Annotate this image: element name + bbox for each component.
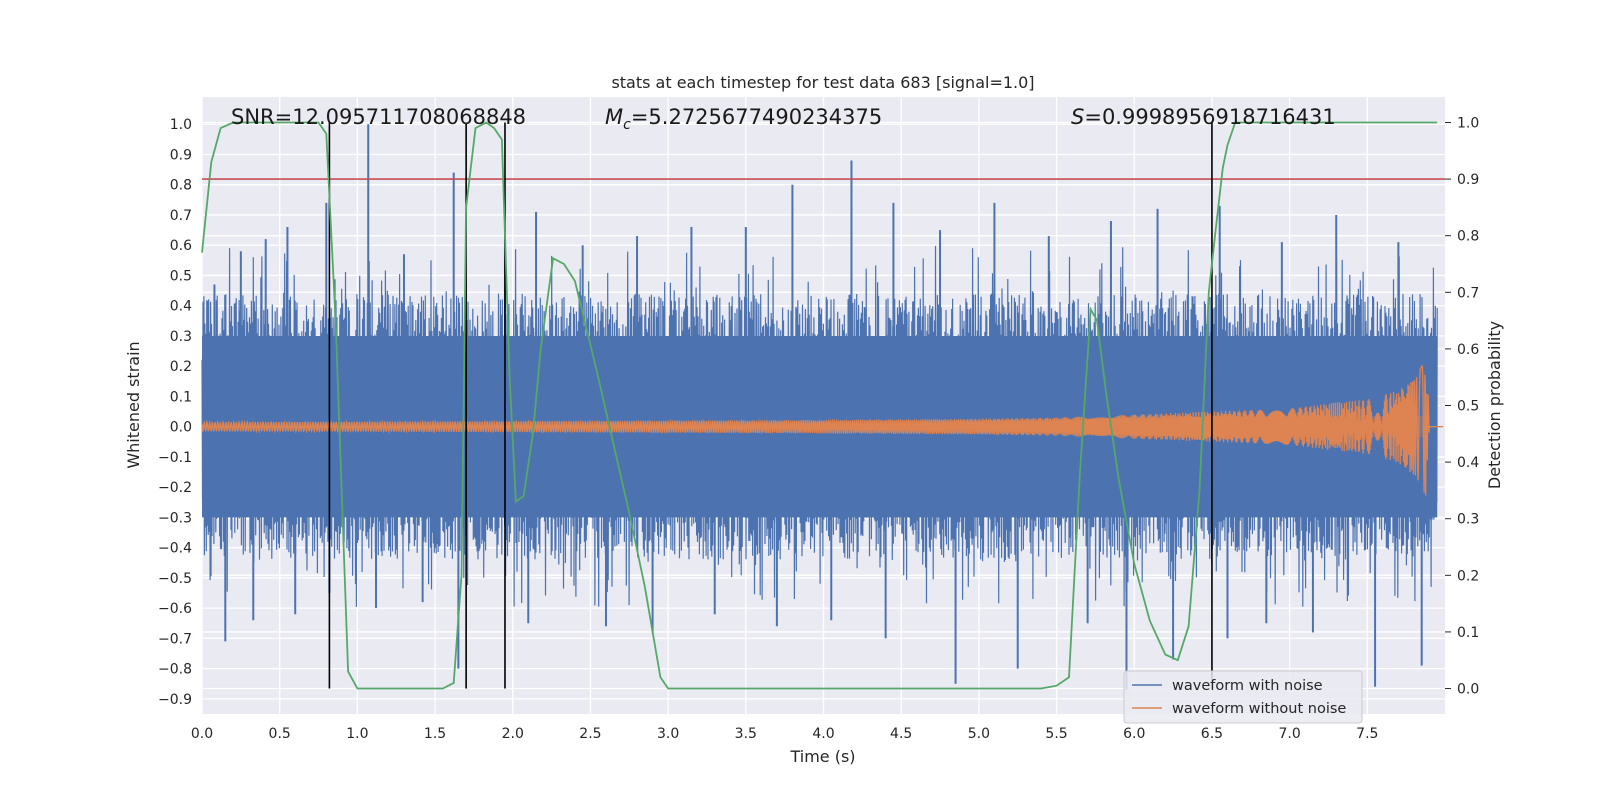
y2-tick-label: 0.0 bbox=[1457, 682, 1479, 698]
chirp-mass-annotation: Mc=5.2725677490234375 bbox=[605, 105, 882, 133]
y2-tick-label: 0.6 bbox=[1457, 342, 1479, 358]
chirp-mass-symbol: M bbox=[605, 105, 623, 129]
x-tick-label: 2.5 bbox=[579, 726, 601, 742]
y-tick-label: −0.9 bbox=[158, 692, 192, 708]
x-tick-label: 6.0 bbox=[1123, 726, 1145, 742]
y2-tick-label: 0.5 bbox=[1457, 399, 1479, 415]
x-tick-label: 2.0 bbox=[502, 726, 524, 742]
y-tick-label: −0.3 bbox=[158, 510, 192, 526]
x-tick-label: 3.5 bbox=[735, 726, 757, 742]
legend-label-clean: waveform without noise bbox=[1172, 701, 1346, 717]
y2-tick-label: 0.2 bbox=[1457, 568, 1479, 584]
y-tick-label: 0.5 bbox=[170, 268, 192, 284]
y-axis-ticks: 1.0 0.9 0.8 0.7 0.6 0.5 0.4 0.3 0.2 0.1 0.0 −0.1 −0.… bbox=[158, 117, 192, 708]
y2-tick-label: 0.9 bbox=[1457, 172, 1479, 188]
y-tick-label: 0.9 bbox=[170, 147, 192, 163]
snr-annotation: SNR=12.095711708068848 bbox=[231, 105, 526, 129]
y-tick-label: −0.6 bbox=[158, 601, 192, 617]
x-tick-label: 4.0 bbox=[812, 726, 834, 742]
x-tick-label: 7.5 bbox=[1356, 726, 1378, 742]
y-tick-label: 0.4 bbox=[170, 299, 192, 315]
x-tick-label: 5.5 bbox=[1045, 726, 1067, 742]
x-axis-ticks: 0.0 0.5 1.0 1.5 2.0 2.5 3.0 3.5 4.0 4.5 5.0 5.5 6.0 6… bbox=[191, 726, 1379, 742]
x-tick-label: 5.0 bbox=[968, 726, 990, 742]
legend-box bbox=[1123, 670, 1363, 724]
y2-tick-label: 0.1 bbox=[1457, 625, 1479, 641]
score-symbol: S bbox=[1071, 105, 1084, 129]
y-tick-label: −0.8 bbox=[158, 662, 192, 678]
y-tick-label: −0.7 bbox=[158, 631, 192, 647]
y2-tick-label: 1.0 bbox=[1457, 115, 1479, 131]
y-tick-label: 0.6 bbox=[170, 238, 192, 254]
x-tick-label: 6.5 bbox=[1201, 726, 1223, 742]
x-tick-label: 0.5 bbox=[269, 726, 291, 742]
y-tick-label: 1.0 bbox=[170, 117, 192, 133]
y-axis-label: Whitened strain bbox=[124, 341, 143, 468]
y-tick-label: −0.1 bbox=[158, 450, 192, 466]
detection-probability-line bbox=[201, 121, 1438, 690]
y2-axis-label: Detection probability bbox=[1485, 321, 1504, 489]
x-tick-label: 1.5 bbox=[424, 726, 446, 742]
y-tick-label: −0.5 bbox=[158, 571, 192, 587]
y-tick-label: 0.1 bbox=[170, 389, 192, 405]
y-tick-label: 0.0 bbox=[170, 420, 192, 436]
x-tick-label: 0.0 bbox=[191, 726, 213, 742]
y-tick-label: 0.2 bbox=[170, 359, 192, 375]
chirp-mass-value: =5.2725677490234375 bbox=[631, 105, 882, 129]
y2-tick-label: 0.3 bbox=[1457, 512, 1479, 528]
y-tick-label: −0.2 bbox=[158, 480, 192, 496]
series-detection-probability bbox=[201, 121, 1438, 690]
x-tick-label: 3.0 bbox=[657, 726, 679, 742]
y2-tick-label: 0.8 bbox=[1457, 229, 1479, 245]
chirp-mass-subscript: c bbox=[623, 117, 631, 133]
y2-tick-label: 0.4 bbox=[1457, 455, 1479, 471]
chart-title: stats at each timestep for test data 683… bbox=[611, 73, 1034, 92]
x-tick-label: 4.5 bbox=[890, 726, 912, 742]
legend: waveform with noise waveform without noi… bbox=[1123, 670, 1363, 724]
y-tick-label: 0.8 bbox=[170, 178, 192, 194]
clean-waveform-trace bbox=[201, 365, 1444, 496]
series-waveform-without-noise bbox=[201, 365, 1444, 496]
clean-waveform-fill bbox=[1227, 416, 1427, 438]
x-axis-label: Time (s) bbox=[789, 747, 855, 766]
y2-axis-ticks: 1.0 0.9 0.8 0.7 0.6 0.5 0.4 0.3 0.2 0.1 0.0 bbox=[1445, 115, 1479, 698]
y-tick-label: 0.7 bbox=[170, 208, 192, 224]
x-tick-label: 1.0 bbox=[346, 726, 368, 742]
legend-label-noise: waveform with noise bbox=[1172, 678, 1323, 694]
score-value: =0.9998956918716431 bbox=[1084, 105, 1335, 129]
x-tick-label: 7.0 bbox=[1278, 726, 1300, 742]
y-tick-label: 0.3 bbox=[170, 329, 192, 345]
y-tick-label: −0.4 bbox=[158, 541, 192, 557]
snr-score-annotation: S=0.9998956918716431 bbox=[1071, 105, 1336, 129]
y2-tick-label: 0.7 bbox=[1457, 285, 1479, 301]
